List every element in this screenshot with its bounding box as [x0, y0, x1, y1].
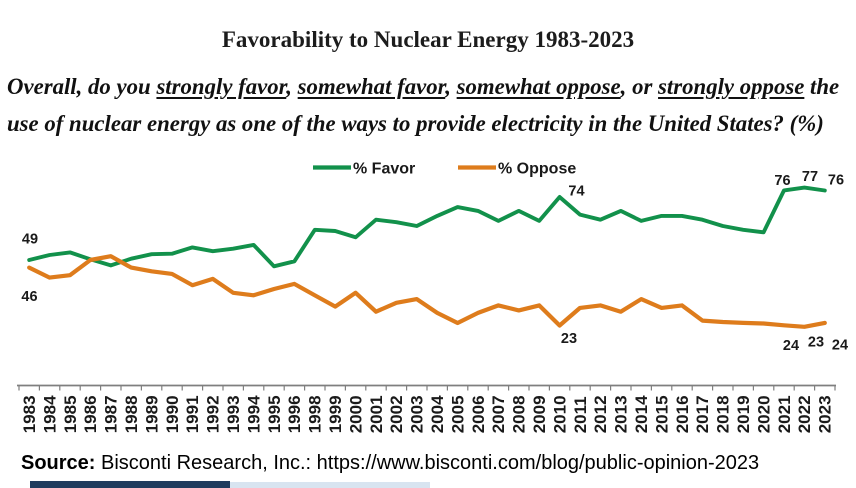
svg-text:24: 24 — [783, 338, 799, 354]
svg-text:1996: 1996 — [285, 395, 304, 433]
svg-text:74: 74 — [568, 184, 584, 200]
svg-text:1999: 1999 — [326, 395, 345, 433]
svg-text:2017: 2017 — [693, 395, 712, 433]
svg-text:2019: 2019 — [734, 395, 753, 433]
svg-text:2007: 2007 — [489, 395, 508, 433]
svg-text:2002: 2002 — [387, 395, 406, 433]
svg-text:2005: 2005 — [448, 395, 467, 433]
svg-text:77: 77 — [802, 169, 818, 185]
svg-text:1985: 1985 — [61, 395, 80, 433]
svg-text:2011: 2011 — [571, 396, 590, 433]
svg-text:1990: 1990 — [163, 395, 182, 433]
svg-text:2006: 2006 — [469, 395, 488, 433]
svg-text:2000: 2000 — [346, 395, 365, 433]
svg-text:46: 46 — [21, 289, 37, 305]
svg-text:2020: 2020 — [754, 395, 773, 433]
svg-text:1992: 1992 — [204, 395, 223, 433]
svg-text:2013: 2013 — [612, 395, 631, 433]
svg-text:2015: 2015 — [652, 395, 671, 433]
svg-text:1998: 1998 — [306, 395, 325, 433]
svg-text:2009: 2009 — [530, 395, 549, 433]
svg-text:2008: 2008 — [510, 395, 529, 433]
svg-text:76: 76 — [828, 173, 844, 189]
svg-text:1984: 1984 — [40, 395, 59, 433]
svg-text:2016: 2016 — [673, 395, 692, 433]
svg-text:1995: 1995 — [265, 395, 284, 433]
svg-text:2001: 2001 — [367, 395, 386, 433]
svg-text:1983: 1983 — [20, 395, 39, 433]
svg-text:1994: 1994 — [244, 395, 263, 433]
svg-text:2003: 2003 — [408, 395, 427, 433]
svg-text:% Favor: % Favor — [353, 161, 415, 178]
svg-text:76: 76 — [774, 173, 790, 189]
svg-text:1991: 1991 — [183, 395, 202, 433]
svg-text:2004: 2004 — [428, 395, 447, 433]
svg-text:49: 49 — [22, 232, 38, 248]
svg-text:2021: 2021 — [775, 395, 794, 433]
svg-text:2018: 2018 — [714, 395, 733, 433]
svg-text:1993: 1993 — [224, 395, 243, 433]
svg-text:1987: 1987 — [102, 395, 121, 433]
svg-text:2010: 2010 — [550, 395, 569, 433]
svg-text:2022: 2022 — [795, 395, 814, 433]
svg-text:2023: 2023 — [816, 395, 835, 433]
svg-text:2012: 2012 — [591, 395, 610, 433]
svg-text:1988: 1988 — [122, 395, 141, 433]
svg-text:1989: 1989 — [142, 395, 161, 433]
svg-text:23: 23 — [561, 331, 577, 347]
svg-text:2014: 2014 — [632, 395, 651, 433]
svg-text:23: 23 — [808, 334, 824, 350]
svg-text:% Oppose: % Oppose — [498, 161, 576, 178]
svg-text:24: 24 — [832, 337, 848, 353]
svg-text:1986: 1986 — [81, 395, 100, 433]
